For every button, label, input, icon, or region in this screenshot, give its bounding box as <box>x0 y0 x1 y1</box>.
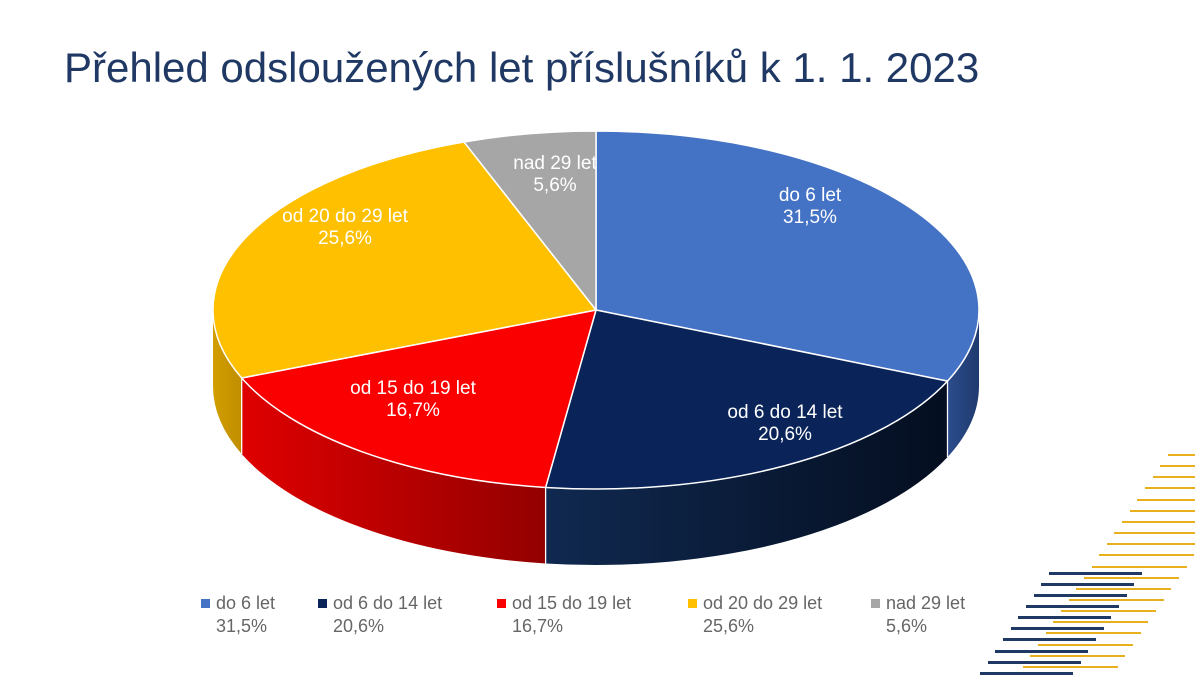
pie-label-od-15-do-19-let: od 15 do 19 let 16,7% <box>350 378 476 422</box>
legend-percent: 25,6% <box>703 616 755 636</box>
pie-wall-edges <box>241 377 949 564</box>
pie-label-od-6-do-14-let: od 6 do 14 let 20,6% <box>727 402 842 446</box>
pie-slice-side-od-6-do-14-let <box>545 381 948 565</box>
legend-label: od 20 do 29 let <box>703 593 823 613</box>
pie-label-category: nad 29 let <box>513 153 597 174</box>
pie-slice-side-od-15-do-19-let <box>241 377 546 564</box>
pie-label-nad-29-let: nad 29 let 5,6% <box>513 153 596 197</box>
legend-percent: 31,5% <box>216 616 268 636</box>
legend-label: do 6 let <box>216 593 276 613</box>
pie-label-do-6-let: do 6 let 31,5% <box>779 185 841 229</box>
legend-row: od 15 do 19 let <box>497 592 631 615</box>
legend-swatch-do-6-let <box>201 599 210 608</box>
legend-row: od 6 do 14 let <box>318 592 442 615</box>
legend-label: od 6 do 14 let <box>333 593 443 613</box>
legend-item-nad-29-let: nad 29 let 5,6% <box>871 592 965 638</box>
pie-label-category: od 6 do 14 let <box>727 402 843 423</box>
legend-percent: 20,6% <box>333 616 385 636</box>
pie-top-slices <box>212 130 980 490</box>
legend-row: nad 29 let <box>871 592 965 615</box>
pie-label-category: od 15 do 19 let <box>350 378 476 399</box>
legend-item-od-15-do-19-let: od 15 do 19 let 16,7% <box>497 592 631 638</box>
legend-percent: 16,7% <box>512 616 564 636</box>
legend-swatch-od-15-do-19-let <box>497 599 506 608</box>
pie-slice-od-15-do-19-let <box>240 309 597 489</box>
legend-swatch-od-20-do-29-let <box>688 599 697 608</box>
pie-label-category: do 6 let <box>778 185 842 206</box>
legend-item-do-6-let: do 6 let 31,5% <box>201 592 275 638</box>
page-title: Přehled odsloužených let příslušníků k 1… <box>64 44 980 91</box>
legend-row: do 6 let <box>201 592 275 615</box>
decor-line <box>980 671 1074 675</box>
pie-slice-nad-29-let <box>463 130 597 311</box>
legend-swatch-od-6-do-14-let <box>318 599 327 608</box>
pie-label-od-20-do-29-let: od 20 do 29 let 25,6% <box>282 206 408 250</box>
legend-item-od-20-do-29-let: od 20 do 29 let 25,6% <box>688 592 822 638</box>
pie-label-percent: 31,5% <box>783 207 837 228</box>
pie-label-percent: 5,6% <box>533 175 577 196</box>
legend-percent: 5,6% <box>886 616 928 636</box>
pie-label-percent: 16,7% <box>386 400 440 421</box>
pie-label-percent: 20,6% <box>758 424 812 445</box>
pie-slice-od-20-do-29-let <box>212 141 597 379</box>
pie-label-category: od 20 do 29 let <box>282 206 408 227</box>
legend-label: od 15 do 19 let <box>512 593 632 613</box>
pie-label-percent: 25,6% <box>318 228 372 249</box>
legend-swatch-nad-29-let <box>871 599 880 608</box>
legend-row: od 20 do 29 let <box>688 592 822 615</box>
legend-label: nad 29 let <box>886 593 966 613</box>
pie-slice-od-6-do-14-let <box>544 309 949 490</box>
legend-item-od-6-do-14-let: od 6 do 14 let 20,6% <box>318 592 442 638</box>
pie-slice-do-6-let <box>595 130 980 382</box>
